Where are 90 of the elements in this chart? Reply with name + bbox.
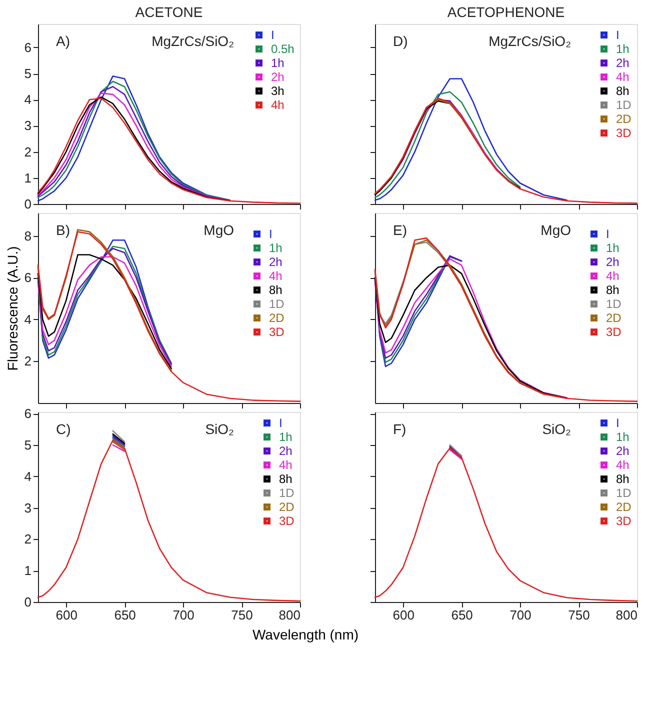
annotation: A) — [56, 33, 70, 49]
legend-label: 3D — [616, 126, 632, 140]
y-tick-label: 2 — [24, 144, 32, 160]
legend-label: 8h — [616, 84, 630, 98]
legend-label: 1h — [606, 241, 620, 255]
legend-label: 1D — [269, 297, 285, 311]
legend-label: 4h — [271, 98, 284, 112]
legend-label: 2h — [606, 255, 620, 269]
legend-label: I — [269, 227, 272, 241]
x-tick-label: 750 — [568, 608, 590, 622]
annotation: E) — [393, 222, 407, 238]
annotation: SiO₂ — [205, 421, 234, 437]
legend-label: 2h — [616, 444, 630, 458]
legend-label: I — [271, 28, 274, 42]
legend-label: 2D — [606, 311, 622, 325]
legend-label: 4h — [606, 269, 620, 283]
legend-label: 8h — [279, 472, 292, 486]
chart-title: ACETONE — [135, 4, 203, 20]
legend-label: 2h — [279, 444, 292, 458]
legend-label: 1D — [616, 486, 632, 500]
x-tick-label: 800 — [278, 608, 300, 622]
annotation: F) — [393, 421, 406, 437]
legend-label: 1h — [271, 56, 284, 70]
y-axis-title: Fluorescence (A.U.) — [4, 246, 20, 371]
legend-label: 3D — [606, 325, 622, 339]
x-tick-label: 700 — [172, 608, 194, 622]
annotation: MgZrCs/SiO₂ — [152, 33, 234, 49]
legend-label: 1h — [616, 430, 630, 444]
legend-label: 2D — [279, 500, 295, 514]
x-tick-label: 600 — [392, 608, 414, 622]
y-tick-label: 4 — [24, 468, 32, 484]
legend-label: I — [616, 28, 620, 42]
legend-label: 1D — [279, 486, 295, 500]
y-tick-label: 2 — [24, 354, 32, 369]
legend-label: 2h — [271, 70, 284, 84]
annotation: MgO — [540, 222, 572, 238]
y-tick-label: 4 — [24, 312, 32, 327]
annotation: MgZrCs/SiO₂ — [488, 33, 571, 49]
legend-label: 4h — [269, 269, 282, 283]
x-tick-label: 600 — [56, 608, 78, 622]
legend-label: 1h — [616, 42, 630, 56]
x-axis-title: Wavelength (nm) — [252, 626, 359, 642]
x-tick-label: 750 — [231, 608, 253, 622]
legend-label: 2h — [269, 255, 282, 269]
legend-label: 8h — [606, 283, 620, 297]
legend-label: 8h — [616, 472, 630, 486]
legend-label: 1h — [279, 430, 292, 444]
legend-label: 0.5h — [271, 42, 294, 56]
legend-label: I — [616, 416, 620, 430]
legend-label: 3h — [271, 84, 284, 98]
y-tick-label: 0 — [24, 594, 32, 610]
legend-label: 1h — [269, 241, 282, 255]
legend-label: 2D — [269, 311, 285, 325]
legend-label: 4h — [616, 70, 630, 84]
y-tick-label: 6 — [24, 40, 32, 55]
annotation: C) — [56, 421, 71, 437]
y-tick-label: 4 — [24, 92, 32, 108]
chart-title: ACETOPHENONE — [447, 4, 565, 20]
x-tick-label: 650 — [451, 608, 473, 622]
annotation: SiO₂ — [542, 421, 571, 437]
y-tick-label: 3 — [24, 500, 32, 516]
y-tick-label: 1 — [24, 170, 32, 186]
legend-label: 4h — [616, 458, 630, 472]
y-tick-label: 0 — [24, 196, 32, 212]
x-tick-label: 800 — [616, 608, 638, 622]
y-tick-label: 8 — [24, 228, 32, 244]
legend-label: 1D — [606, 297, 622, 311]
legend-label: 2D — [616, 112, 632, 126]
y-tick-label: 6 — [24, 270, 32, 286]
legend-label: 3D — [279, 514, 295, 528]
legend-label: 1D — [616, 98, 632, 112]
annotation: B) — [56, 222, 70, 238]
legend-label: 2D — [616, 500, 632, 514]
legend-label: I — [606, 227, 610, 241]
legend-label: 2h — [616, 56, 630, 70]
annotation: MgO — [204, 222, 234, 238]
legend-label: 4h — [279, 458, 292, 472]
legend-label: 3D — [269, 325, 285, 339]
y-tick-label: 5 — [24, 66, 32, 82]
y-tick-label: 5 — [24, 437, 32, 452]
x-tick-label: 650 — [114, 608, 136, 622]
y-tick-label: 3 — [24, 118, 32, 134]
y-tick-label: 1 — [24, 563, 32, 578]
legend-label: 8h — [269, 283, 282, 297]
y-tick-label: 2 — [24, 532, 32, 547]
x-tick-label: 700 — [510, 608, 532, 622]
legend-label: 3D — [616, 514, 632, 528]
legend-label: I — [279, 416, 282, 430]
y-tick-label: 6 — [24, 406, 32, 422]
annotation: D) — [393, 33, 408, 49]
